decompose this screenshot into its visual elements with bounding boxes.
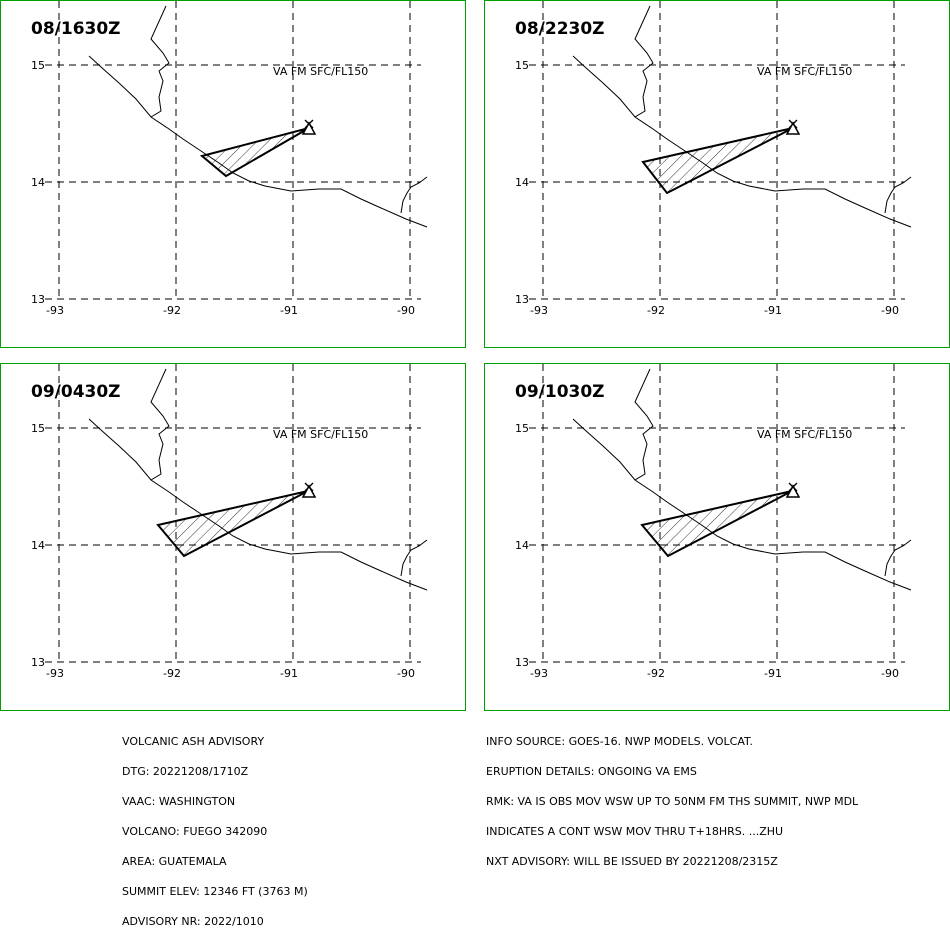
- volcano-triangle-icon: [785, 121, 801, 135]
- panel-valid-time: 09/1030Z: [515, 382, 605, 402]
- lon-label-90: -90: [397, 304, 415, 317]
- ash-cloud-polygon: [199, 127, 310, 178]
- border-line: [634, 5, 654, 118]
- volcano-x-icon: [304, 119, 314, 129]
- lon-label-90: -90: [397, 667, 415, 680]
- border-line: [634, 368, 654, 481]
- advisory-title: VOLCANIC ASH ADVISORY: [122, 735, 265, 748]
- ash-cloud-polygon: [156, 490, 309, 558]
- lat-label-14: 14: [515, 539, 529, 552]
- ash-level-label: VA FM SFC/FL150: [757, 428, 853, 441]
- lon-label-91: -91: [280, 304, 298, 317]
- lon-label-90: -90: [881, 304, 899, 317]
- advisory-number: ADVISORY NR: 2022/1010: [122, 915, 264, 928]
- volcano-triangle-icon: [785, 484, 801, 498]
- lat-label-14: 14: [31, 176, 45, 189]
- coastline: [88, 418, 428, 591]
- advisory-info-source: INFO SOURCE: GOES-16. NWP MODELS. VOLCAT…: [486, 735, 753, 748]
- advisory-remarks-1: RMK: VA IS OBS MOV WSW UP TO 50NM FM THS…: [486, 795, 859, 808]
- border-line-east: [884, 539, 912, 577]
- advisory-summit-elev: SUMMIT ELEV: 12346 FT (3763 M): [122, 885, 308, 898]
- advisory-remarks-2: INDICATES A CONT WSW MOV THRU T+18HRS. .…: [486, 825, 784, 838]
- panel-valid-time: 08/1630Z: [31, 19, 121, 39]
- advisory-eruption-details: ERUPTION DETAILS: ONGOING VA EMS: [486, 765, 697, 778]
- lon-label-93: -93: [46, 304, 64, 317]
- lat-label-14: 14: [515, 176, 529, 189]
- advisory-header-block: VOLCANIC ASH ADVISORY DTG: 20221208/1710…: [122, 717, 308, 937]
- lat-label-13: 13: [515, 656, 529, 669]
- lon-label-91: -91: [280, 667, 298, 680]
- advisory-dtg: DTG: 20221208/1710Z: [122, 765, 249, 778]
- volcano-x-icon: [304, 482, 314, 492]
- border-line-east: [400, 539, 428, 577]
- border-line: [150, 368, 170, 481]
- map-panel-1: 08/1630Z VA FM SFC/FL150 15 14 13 -93 -9…: [0, 0, 466, 348]
- lon-label-93: -93: [46, 667, 64, 680]
- map-svg-3: [45, 364, 428, 663]
- coastline: [572, 55, 912, 228]
- advisory-next: NXT ADVISORY: WILL BE ISSUED BY 20221208…: [486, 855, 778, 868]
- ash-cloud-polygon: [640, 490, 793, 558]
- ash-cloud-polygon: [641, 127, 794, 195]
- advisory-vaac: VAAC: WASHINGTON: [122, 795, 236, 808]
- lat-label-13: 13: [515, 293, 529, 306]
- lat-label-13: 13: [31, 656, 45, 669]
- coastline: [572, 418, 912, 591]
- lat-label-15: 15: [31, 422, 45, 435]
- ash-level-label: VA FM SFC/FL150: [273, 428, 369, 441]
- advisory-volcano: VOLCANO: FUEGO 342090: [122, 825, 268, 838]
- border-line-east: [884, 176, 912, 214]
- map-panel-4: 09/1030Z VA FM SFC/FL150 15 14 13 -93 -9…: [484, 363, 950, 711]
- lat-label-13: 13: [31, 293, 45, 306]
- map-svg-1: [45, 1, 428, 300]
- lon-label-92: -92: [163, 667, 181, 680]
- lon-label-92: -92: [647, 304, 665, 317]
- lat-label-15: 15: [515, 422, 529, 435]
- panel-valid-time: 09/0430Z: [31, 382, 121, 402]
- lon-label-92: -92: [647, 667, 665, 680]
- advisory-area: AREA: GUATEMALA: [122, 855, 227, 868]
- lat-label-14: 14: [31, 539, 45, 552]
- lon-label-93: -93: [530, 304, 548, 317]
- volcano-x-icon: [788, 119, 798, 129]
- volcano-x-icon: [788, 482, 798, 492]
- lon-label-91: -91: [764, 304, 782, 317]
- ash-level-label: VA FM SFC/FL150: [757, 65, 853, 78]
- lat-label-15: 15: [515, 59, 529, 72]
- border-line: [150, 5, 170, 118]
- volcano-triangle-icon: [301, 484, 317, 498]
- lat-label-15: 15: [31, 59, 45, 72]
- map-panel-2: 08/2230Z VA FM SFC/FL150 15 14 13 -93 -9…: [484, 0, 950, 348]
- lon-label-93: -93: [530, 667, 548, 680]
- map-panel-3: 09/0430Z VA FM SFC/FL150 15 14 13 -93 -9…: [0, 363, 466, 711]
- map-svg-2: [529, 1, 912, 300]
- advisory-details-block: INFO SOURCE: GOES-16. NWP MODELS. VOLCAT…: [486, 717, 858, 877]
- lon-label-92: -92: [163, 304, 181, 317]
- volcano-triangle-icon: [301, 121, 317, 135]
- lon-label-91: -91: [764, 667, 782, 680]
- ash-level-label: VA FM SFC/FL150: [273, 65, 369, 78]
- lon-label-90: -90: [881, 667, 899, 680]
- border-line-east: [400, 176, 428, 214]
- map-svg-4: [529, 364, 912, 663]
- panel-valid-time: 08/2230Z: [515, 19, 605, 39]
